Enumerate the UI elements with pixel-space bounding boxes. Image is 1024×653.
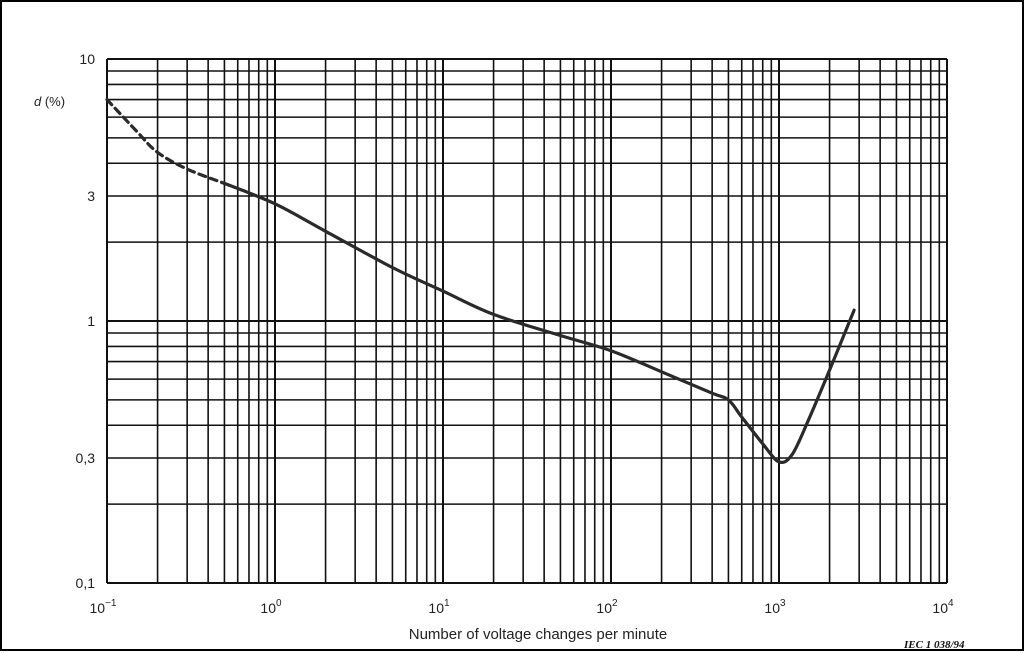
figure-reference: IEC 1 038/94	[903, 639, 965, 651]
grid	[106, 58, 948, 584]
y-axis-label: d (%)	[34, 94, 65, 109]
y-tick-label: 1	[87, 313, 95, 329]
y-tick-label: 10	[79, 51, 95, 67]
x-tick-label: 10−1	[90, 598, 117, 616]
x-tick-label: 101	[428, 598, 450, 616]
y-axis-label-var: d	[34, 94, 42, 109]
series-line-dashed	[105, 98, 226, 185]
x-tick-label: 103	[764, 598, 786, 616]
y-tick-label: 3	[87, 188, 95, 204]
series-group	[105, 98, 856, 465]
y-axis-label-unit: (%)	[41, 94, 65, 109]
y-tick-label: 0,3	[76, 450, 96, 466]
series-line-solid	[222, 181, 856, 465]
x-tick-label: 100	[260, 598, 282, 616]
x-tick-label: 104	[932, 598, 954, 616]
y-tick-label: 0,1	[76, 575, 96, 591]
x-axis-title: Number of voltage changes per minute	[409, 626, 667, 643]
x-tick-label: 102	[596, 598, 618, 616]
